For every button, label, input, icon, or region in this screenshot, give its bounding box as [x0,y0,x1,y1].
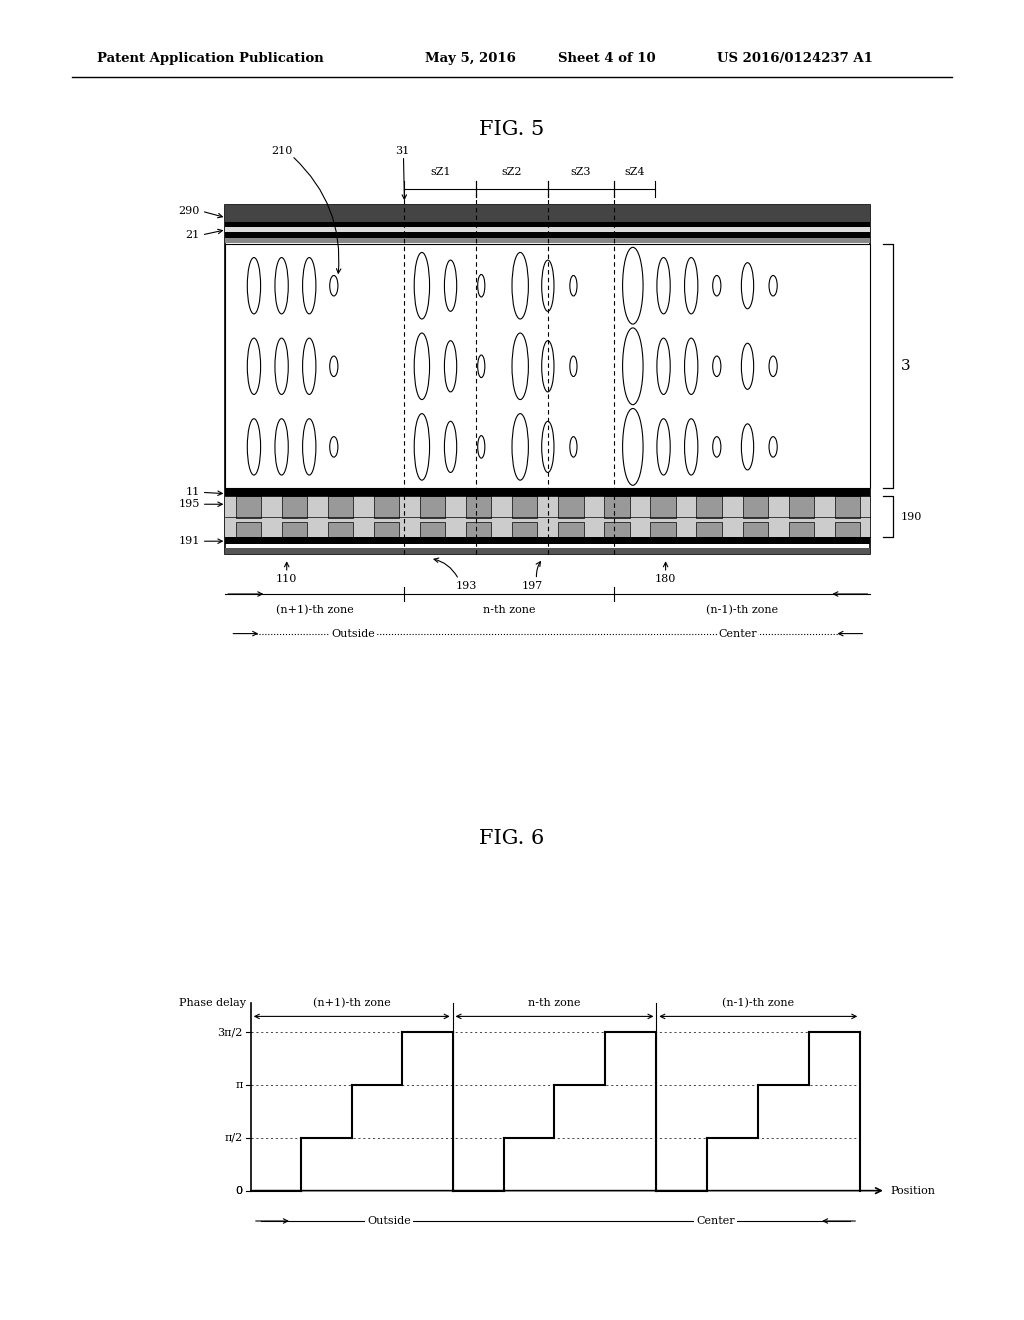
Text: 110: 110 [276,574,297,585]
Text: π/2: π/2 [224,1133,243,1143]
Text: sZ3: sZ3 [570,166,592,177]
Text: 0: 0 [236,1185,243,1196]
Text: 193: 193 [456,581,476,591]
Bar [328,521,353,537]
Bar [788,521,814,537]
Bar [225,496,870,537]
Bar [696,521,722,537]
Text: sZ4: sZ4 [625,166,645,177]
Bar [225,227,870,232]
Text: n-th zone: n-th zone [483,605,536,615]
Text: US 2016/0124237 A1: US 2016/0124237 A1 [717,51,872,65]
Bar [788,496,814,517]
Bar [835,496,860,517]
Text: sZ2: sZ2 [502,166,522,177]
Bar [225,238,870,243]
Text: π: π [236,1080,243,1090]
Bar [742,521,768,537]
Bar [225,548,870,554]
Bar [650,496,676,517]
Text: Patent Application Publication: Patent Application Publication [97,51,324,65]
Bar [696,496,722,517]
Text: (n-1)-th zone: (n-1)-th zone [707,605,778,615]
Bar [466,496,492,517]
Bar [604,496,630,517]
Text: May 5, 2016: May 5, 2016 [425,51,516,65]
Bar [558,521,584,537]
Bar [604,521,630,537]
Text: 31: 31 [395,145,410,156]
Text: Center: Center [718,628,757,639]
Text: 190: 190 [901,512,923,521]
Text: 0: 0 [236,1185,243,1196]
Bar [328,496,353,517]
Bar [742,496,768,517]
Bar [282,496,307,517]
Text: 197: 197 [522,581,543,591]
Text: 191: 191 [178,536,200,546]
Text: 210: 210 [271,145,292,156]
Text: (n-1)-th zone: (n-1)-th zone [722,998,795,1008]
Bar [512,521,538,537]
Text: 21: 21 [185,230,200,240]
Bar [236,521,261,537]
Bar [420,521,445,537]
Text: 3π/2: 3π/2 [217,1027,243,1038]
Text: FIG. 5: FIG. 5 [479,120,545,139]
Text: Outside: Outside [332,628,375,639]
Bar [835,521,860,537]
Text: n-th zone: n-th zone [528,998,581,1008]
Text: 3: 3 [901,359,910,374]
Bar [236,496,261,517]
Bar [466,521,492,537]
Bar [225,537,870,544]
Bar [512,496,538,517]
Text: FIG. 6: FIG. 6 [479,829,545,847]
Bar [225,488,870,496]
Text: Sheet 4 of 10: Sheet 4 of 10 [558,51,655,65]
Text: sZ1: sZ1 [430,166,451,177]
Bar [420,496,445,517]
Bar [225,205,870,554]
Bar [225,244,870,488]
Bar [374,521,399,537]
Bar [225,205,870,224]
Bar [558,496,584,517]
Text: Outside: Outside [368,1216,411,1226]
Text: 11: 11 [185,487,200,498]
Text: (n+1)-th zone: (n+1)-th zone [276,605,353,615]
Bar [225,232,870,238]
Text: 195: 195 [178,499,200,510]
Text: 180: 180 [655,574,676,585]
Bar [282,521,307,537]
Text: Position: Position [891,1185,936,1196]
Text: Center: Center [696,1216,735,1226]
Bar [650,521,676,537]
Bar [225,222,870,227]
Text: 290: 290 [178,206,200,216]
Bar [374,496,399,517]
Text: Phase delay: Phase delay [179,998,246,1008]
Text: (n+1)-th zone: (n+1)-th zone [313,998,390,1008]
